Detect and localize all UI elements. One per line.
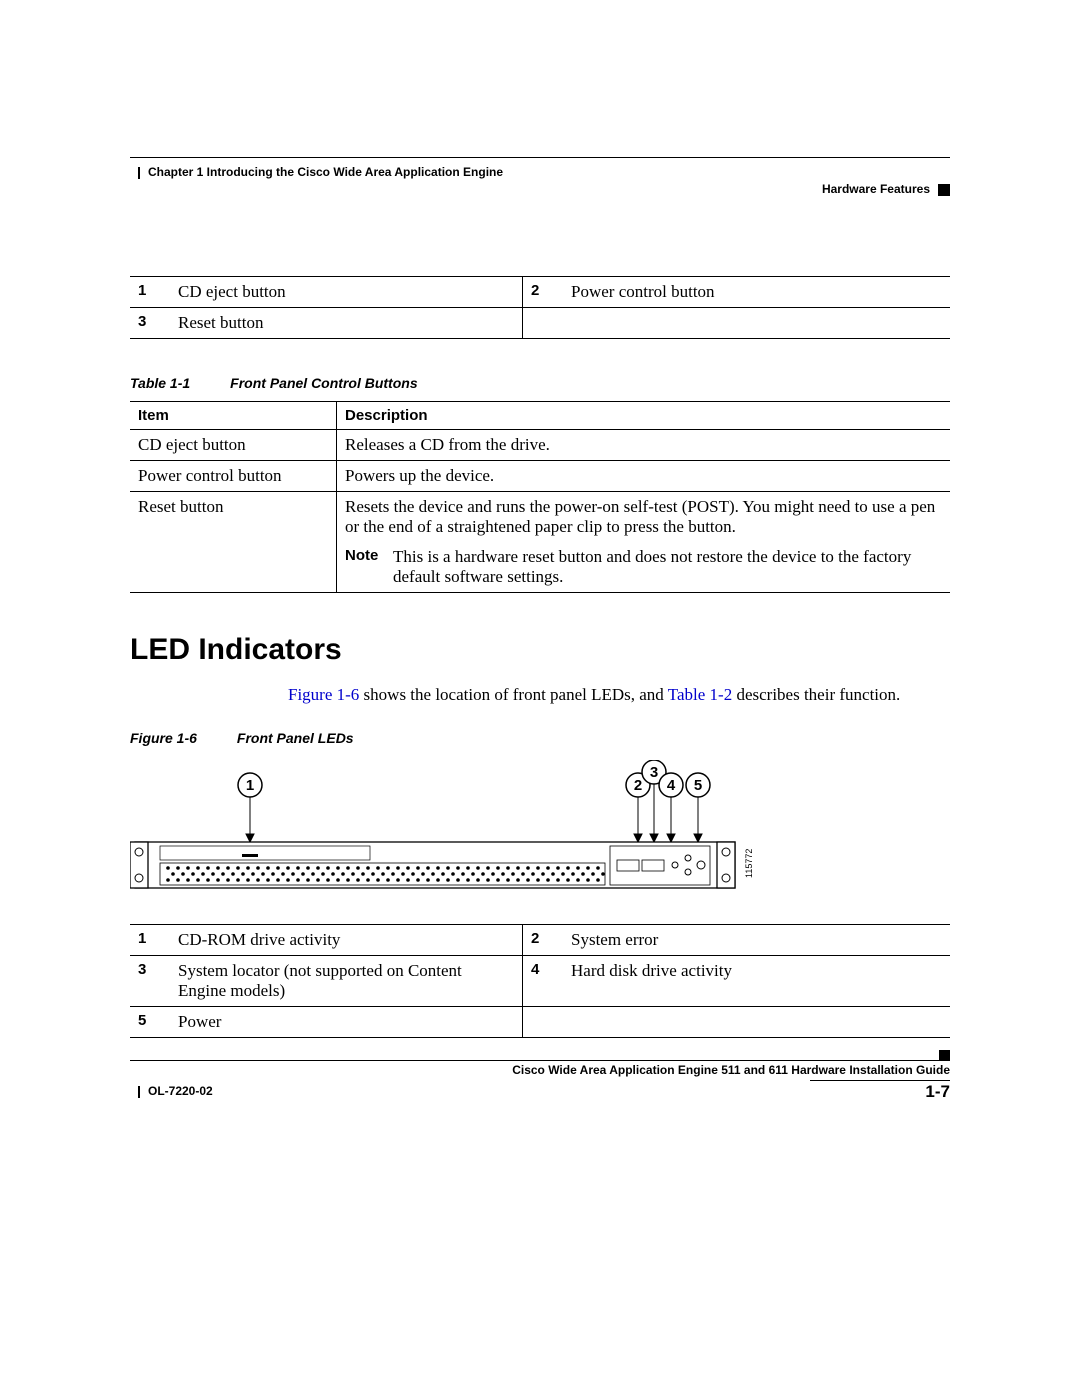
header-chapter: Chapter 1 Introducing the Cisco Wide Are… [138,165,503,179]
callout-num: 3 [130,308,170,339]
table-cell: Powers up the device. [337,461,951,492]
header-section-text: Hardware Features [822,182,930,196]
note-row: Note This is a hardware reset button and… [345,547,942,587]
header-rule [130,157,950,158]
table-cell: CD eject button [130,430,337,461]
callout-5: 5 [694,777,702,794]
table-caption-num: Table 1-1 [130,375,190,391]
callout-num: 2 [523,925,564,956]
table-header-item: Item [130,402,337,430]
callout-1: 1 [246,777,254,794]
callout-num: 1 [130,277,170,308]
callout-desc: Hard disk drive activity [563,956,950,1007]
footer-rule-2 [810,1080,950,1081]
callout-num: 1 [130,925,170,956]
table-cell: Releases a CD from the drive. [337,430,951,461]
callout-desc [563,1007,950,1038]
link-figure-1-6[interactable]: Figure 1-6 [288,685,359,704]
footer-doc-text: OL-7220-02 [148,1084,213,1098]
callout-desc: CD eject button [170,277,523,308]
figure-1-6-caption: Figure 1-6 Front Panel LEDs [130,730,950,746]
callout-desc: Power control button [563,277,950,308]
callout-3: 3 [650,764,658,781]
footer-title: Cisco Wide Area Application Engine 511 a… [512,1063,950,1077]
callout-table-1: 1 CD eject button 2 Power control button… [130,276,950,339]
callout-num [523,1007,564,1038]
figure-caption-title: Front Panel LEDs [237,730,354,746]
callout-table-2: 1 CD-ROM drive activity 2 System error 3… [130,924,950,1038]
header-section: Hardware Features [822,182,950,196]
link-table-1-2[interactable]: Table 1-2 [668,685,732,704]
callout-2: 2 [634,777,642,794]
callout-4: 4 [667,777,676,794]
table-caption-title: Front Panel Control Buttons [230,375,417,391]
callout-desc: System error [563,925,950,956]
table-1-1: Item Description CD eject button Release… [130,401,950,593]
main-content: 1 CD eject button 2 Power control button… [130,276,950,1038]
figure-1-6: 1 2 3 4 5 [130,760,950,900]
callout-num: 3 [130,956,170,1007]
footer-rule [130,1060,950,1061]
note-label: Note [345,547,393,587]
callout-num: 2 [523,277,564,308]
callout-desc: CD-ROM drive activity [170,925,523,956]
table-cell: Power control button [130,461,337,492]
figure-caption-num: Figure 1-6 [130,730,197,746]
callout-num: 4 [523,956,564,1007]
reset-desc-text: Resets the device and runs the power-on … [345,497,935,536]
callout-num: 5 [130,1007,170,1038]
front-panel-diagram: 1 2 3 4 5 [130,760,760,900]
heading-led-indicators: LED Indicators [130,633,950,667]
callout-desc: System locator (not supported on Content… [170,956,523,1007]
table-1-caption: Table 1-1 Front Panel Control Buttons [130,375,950,391]
callout-desc: Power [170,1007,523,1038]
figure-id: 115772 [744,849,754,878]
note-text: This is a hardware reset button and does… [393,547,942,587]
para-text: shows the location of front panel LEDs, … [359,685,667,704]
table-header-desc: Description [337,402,951,430]
footer-doc: OL-7220-02 [138,1084,213,1098]
header-chapter-text: Chapter 1 Introducing the Cisco Wide Are… [148,165,503,179]
table-cell: Resets the device and runs the power-on … [337,492,951,593]
para-text: describes their function. [732,685,900,704]
callout-num [523,308,564,339]
table-cell: Reset button [130,492,337,593]
callout-desc [563,308,950,339]
callout-desc: Reset button [170,308,523,339]
body-paragraph: Figure 1-6 shows the location of front p… [288,684,950,706]
footer-page: 1-7 [925,1082,950,1102]
